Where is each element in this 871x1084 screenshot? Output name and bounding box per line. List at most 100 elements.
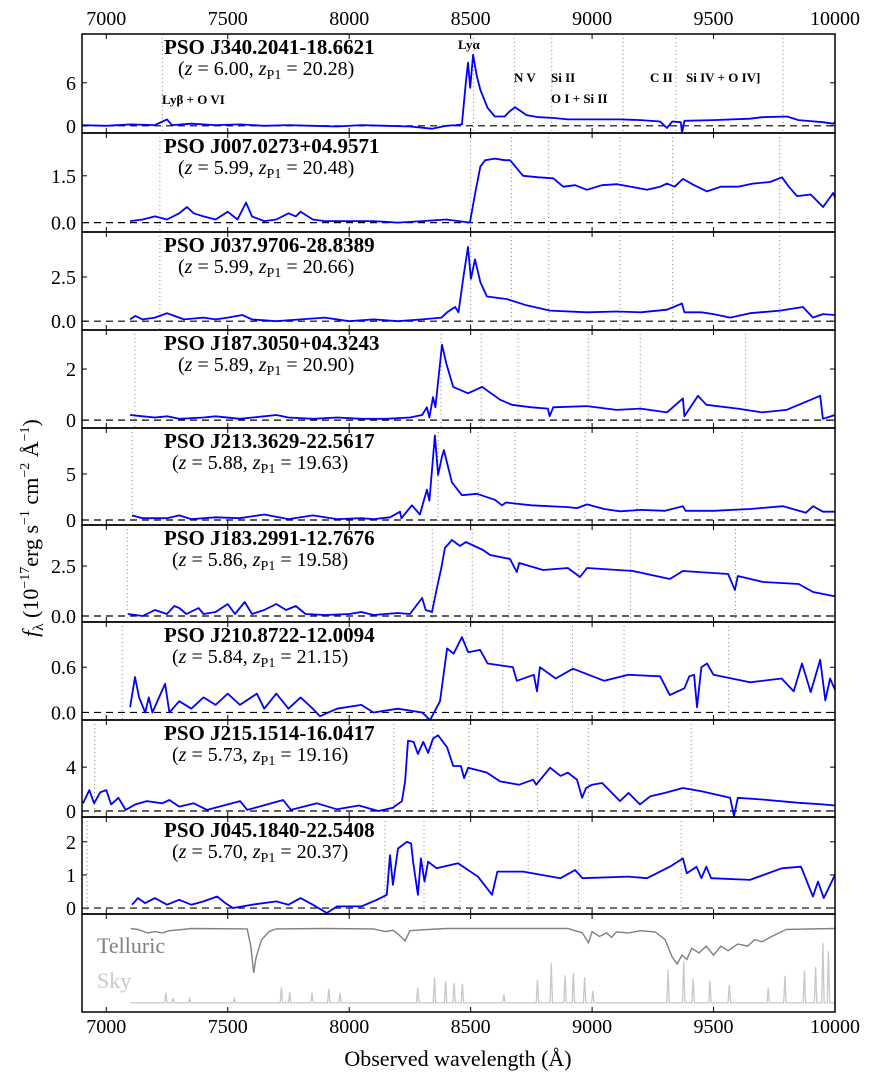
y-tick-label: 0 — [66, 510, 76, 532]
x-tick-label-top: 7500 — [208, 8, 248, 30]
punctuation: ) — [348, 256, 355, 278]
y-axis-title-part: −1 — [18, 510, 33, 525]
punctuation: = — [275, 452, 296, 474]
punctuation: = — [186, 549, 207, 571]
redshift-value: 6.00 — [214, 58, 249, 80]
x-tick-label-bottom: 7500 — [208, 1016, 248, 1038]
redshift-value: 5.84 — [208, 646, 243, 668]
spectrum-line — [129, 636, 835, 720]
punctuation: , — [243, 549, 253, 571]
spectrum-line — [130, 343, 835, 420]
punctuation: = — [186, 744, 207, 766]
punctuation: ( — [172, 549, 179, 571]
redshift-value: 20.90 — [303, 354, 348, 376]
redshift-value: P1 — [267, 364, 282, 379]
redshift-value: z — [258, 354, 267, 376]
redshift-value: z — [258, 157, 267, 179]
punctuation: = — [275, 646, 296, 668]
punctuation: ( — [178, 256, 185, 278]
y-tick-label: 0.0 — [51, 213, 76, 235]
punctuation: , — [243, 744, 253, 766]
spectrum-line — [127, 539, 835, 617]
x-tick-label-bottom: 7000 — [86, 1016, 126, 1038]
punctuation: = — [192, 354, 213, 376]
telluric-sky-panel: Telluric Sky — [81, 913, 836, 1013]
punctuation: ) — [348, 58, 355, 80]
redshift-value: z — [252, 549, 261, 571]
punctuation: = — [281, 58, 302, 80]
x-tick-label-top: 10000 — [810, 8, 860, 30]
object-redshift-magnitude: (z = 5.73, zP1 = 19.16) — [172, 744, 348, 769]
redshift-value: 20.37 — [297, 841, 342, 863]
punctuation: , — [243, 841, 253, 863]
y-tick-label: 0 — [66, 116, 76, 138]
y-axis-title: fλ (10−17erg s−1 cm−2 Å−1) — [18, 419, 47, 637]
punctuation: ( — [172, 452, 179, 474]
y-axis-title-part: λ — [31, 623, 47, 631]
emission-line-label: Si II — [551, 70, 575, 85]
punctuation: = — [186, 841, 207, 863]
x-tick-label-bottom: 8000 — [329, 1016, 369, 1038]
y-axis-title-part: Å — [18, 441, 43, 463]
emission-line-label: N V — [514, 70, 536, 85]
object-redshift-magnitude: (z = 5.88, zP1 = 19.63) — [172, 452, 348, 477]
redshift-value: z — [184, 58, 193, 80]
object-name: PSO J340.2041-18.6621 — [164, 35, 375, 59]
y-axis-title-part: (10 — [18, 589, 43, 618]
object-name: PSO J213.3629-22.5617 — [164, 429, 375, 453]
punctuation: = — [275, 744, 296, 766]
redshift-value: z — [178, 744, 187, 766]
spectrum-panel: 0.0 2.5 PSO J037.9706-28.8389(z = 5.99, zP… — [51, 231, 836, 333]
redshift-value: z — [184, 256, 193, 278]
y-axis-title-part: cm — [18, 478, 43, 510]
redshift-value: P1 — [261, 462, 276, 477]
punctuation: ( — [178, 58, 185, 80]
object-name: PSO J007.0273+04.9571 — [164, 134, 380, 158]
redshift-value: P1 — [261, 851, 276, 866]
object-redshift-magnitude: (z = 5.99, zP1 = 20.48) — [178, 157, 354, 182]
redshift-value: z — [258, 256, 267, 278]
y-tick-label: 0.0 — [51, 702, 76, 724]
object-name: PSO J187.3050+04.3243 — [164, 331, 380, 355]
telluric-curve — [130, 927, 836, 973]
punctuation: = — [192, 256, 213, 278]
punctuation: = — [186, 452, 207, 474]
redshift-value: P1 — [261, 754, 276, 769]
y-tick-label: 1 — [66, 865, 76, 887]
object-redshift-magnitude: (z = 5.99, zP1 = 20.66) — [178, 256, 354, 281]
x-tick-label-bottom: 9000 — [572, 1016, 612, 1038]
redshift-value: z — [178, 452, 187, 474]
y-axis-title-part: −2 — [18, 463, 33, 478]
y-tick-label: 0 — [66, 898, 76, 920]
y-tick-label: 0.0 — [51, 311, 76, 333]
punctuation: ) — [342, 646, 349, 668]
redshift-value: 5.88 — [208, 452, 243, 474]
emission-line-label: Si IV + O IV] — [686, 70, 760, 85]
punctuation: , — [243, 646, 253, 668]
y-tick-label: 2.5 — [51, 267, 76, 289]
punctuation: ( — [172, 841, 179, 863]
spectrum-panel: 0 4 PSO J215.1514-16.0417(z = 5.73, zP1 = … — [66, 719, 836, 823]
spectrum-panel: 0 5 PSO J213.3629-22.5617(z = 5.88, zP1 = … — [66, 427, 836, 532]
punctuation: ) — [342, 744, 349, 766]
punctuation: = — [281, 157, 302, 179]
redshift-value: z — [184, 157, 193, 179]
redshift-value: 20.66 — [303, 256, 348, 278]
punctuation: ) — [348, 157, 355, 179]
x-axis-unit: (Å) — [541, 1046, 572, 1071]
punctuation: , — [249, 157, 259, 179]
redshift-value: z — [178, 841, 187, 863]
redshift-value: 19.58 — [297, 549, 342, 571]
y-tick-label: 5 — [66, 464, 76, 486]
y-tick-label: 0 — [66, 410, 76, 432]
redshift-value: P1 — [267, 266, 282, 281]
redshift-value: z — [252, 646, 261, 668]
y-axis-title-part: −17 — [18, 567, 33, 589]
redshift-value: 5.99 — [214, 157, 249, 179]
object-name: PSO J037.9706-28.8389 — [164, 233, 375, 257]
redshift-value: 5.86 — [208, 549, 243, 571]
x-tick-label-top: 8500 — [451, 8, 491, 30]
